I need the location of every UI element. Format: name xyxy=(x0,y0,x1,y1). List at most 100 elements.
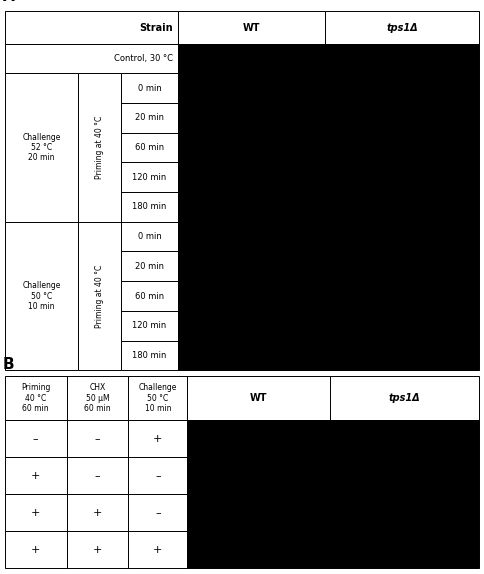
Text: –: – xyxy=(94,434,100,444)
Bar xyxy=(121,340,178,370)
Bar xyxy=(66,494,128,532)
Text: tps1Δ: tps1Δ xyxy=(386,22,418,33)
Bar xyxy=(178,103,325,133)
Text: –: – xyxy=(94,471,100,480)
Bar xyxy=(78,73,121,222)
Text: A: A xyxy=(2,0,14,5)
Bar xyxy=(325,340,479,370)
Bar xyxy=(178,162,325,192)
Text: 120 min: 120 min xyxy=(133,173,166,182)
Bar xyxy=(330,376,479,420)
Text: 180 min: 180 min xyxy=(132,351,166,360)
Bar xyxy=(325,162,479,192)
Text: 60 min: 60 min xyxy=(135,292,164,301)
Text: Priming
40 °C
60 min: Priming 40 °C 60 min xyxy=(21,383,50,413)
Bar xyxy=(325,251,479,281)
Bar xyxy=(121,311,178,340)
Text: +: + xyxy=(153,545,163,554)
Bar xyxy=(5,532,66,568)
Bar xyxy=(187,420,330,457)
Text: Challenge
50 °C
10 min: Challenge 50 °C 10 min xyxy=(138,383,177,413)
Bar xyxy=(128,420,187,457)
Text: Challenge
52 °C
20 min: Challenge 52 °C 20 min xyxy=(22,133,61,162)
Text: 0 min: 0 min xyxy=(137,232,161,241)
Text: WT: WT xyxy=(243,22,260,33)
Bar xyxy=(5,420,66,457)
Bar xyxy=(178,44,325,73)
Bar xyxy=(178,11,325,44)
Bar xyxy=(178,251,325,281)
Text: 180 min: 180 min xyxy=(132,203,166,211)
Text: –: – xyxy=(155,471,161,480)
Bar xyxy=(121,251,178,281)
Bar xyxy=(66,532,128,568)
Bar xyxy=(5,44,178,73)
Bar xyxy=(187,532,330,568)
Bar xyxy=(121,222,178,251)
Bar xyxy=(128,532,187,568)
Bar xyxy=(325,103,479,133)
Bar xyxy=(325,192,479,222)
Bar xyxy=(121,73,178,103)
Bar xyxy=(66,420,128,457)
Bar xyxy=(5,73,78,222)
Text: Priming at 40 °C: Priming at 40 °C xyxy=(95,265,104,328)
Bar xyxy=(187,376,330,420)
Text: +: + xyxy=(92,545,102,554)
Bar xyxy=(325,133,479,162)
Bar xyxy=(128,457,187,494)
Bar xyxy=(325,281,479,311)
Bar xyxy=(325,73,479,103)
Bar xyxy=(128,494,187,532)
Text: tps1Δ: tps1Δ xyxy=(389,393,420,403)
Text: 120 min: 120 min xyxy=(133,321,166,330)
Bar xyxy=(330,457,479,494)
Bar xyxy=(178,340,325,370)
Bar xyxy=(325,44,479,73)
Bar xyxy=(187,457,330,494)
Text: +: + xyxy=(31,508,40,518)
Text: –: – xyxy=(155,508,161,518)
Bar xyxy=(5,494,66,532)
Text: WT: WT xyxy=(250,393,267,403)
Text: 20 min: 20 min xyxy=(135,262,164,271)
Text: 60 min: 60 min xyxy=(135,143,164,152)
Bar xyxy=(187,494,330,532)
Bar xyxy=(78,222,121,370)
Bar xyxy=(178,311,325,340)
Text: Priming at 40 °C: Priming at 40 °C xyxy=(95,116,104,179)
Bar xyxy=(330,532,479,568)
Bar xyxy=(178,73,325,103)
Text: Strain: Strain xyxy=(139,22,173,33)
Bar xyxy=(66,376,128,420)
Bar xyxy=(178,192,325,222)
Bar xyxy=(5,11,178,44)
Text: CHX
50 μM
60 min: CHX 50 μM 60 min xyxy=(84,383,111,413)
Bar xyxy=(121,281,178,311)
Bar xyxy=(325,11,479,44)
Bar xyxy=(121,103,178,133)
Bar xyxy=(121,133,178,162)
Bar xyxy=(121,162,178,192)
Bar xyxy=(5,457,66,494)
Bar xyxy=(178,133,325,162)
Bar xyxy=(128,376,187,420)
Text: B: B xyxy=(2,357,14,372)
Bar xyxy=(5,376,66,420)
Bar xyxy=(325,222,479,251)
Bar xyxy=(325,311,479,340)
Text: 0 min: 0 min xyxy=(137,84,161,93)
Text: +: + xyxy=(92,508,102,518)
Bar xyxy=(178,281,325,311)
Text: +: + xyxy=(153,434,163,444)
Text: Control, 30 °C: Control, 30 °C xyxy=(114,54,173,63)
Text: Challenge
50 °C
10 min: Challenge 50 °C 10 min xyxy=(22,281,61,311)
Bar xyxy=(330,420,479,457)
Text: +: + xyxy=(31,471,40,480)
Bar xyxy=(178,222,325,251)
Bar xyxy=(121,192,178,222)
Text: +: + xyxy=(31,545,40,554)
Text: –: – xyxy=(33,434,39,444)
Bar xyxy=(330,494,479,532)
Bar xyxy=(66,457,128,494)
